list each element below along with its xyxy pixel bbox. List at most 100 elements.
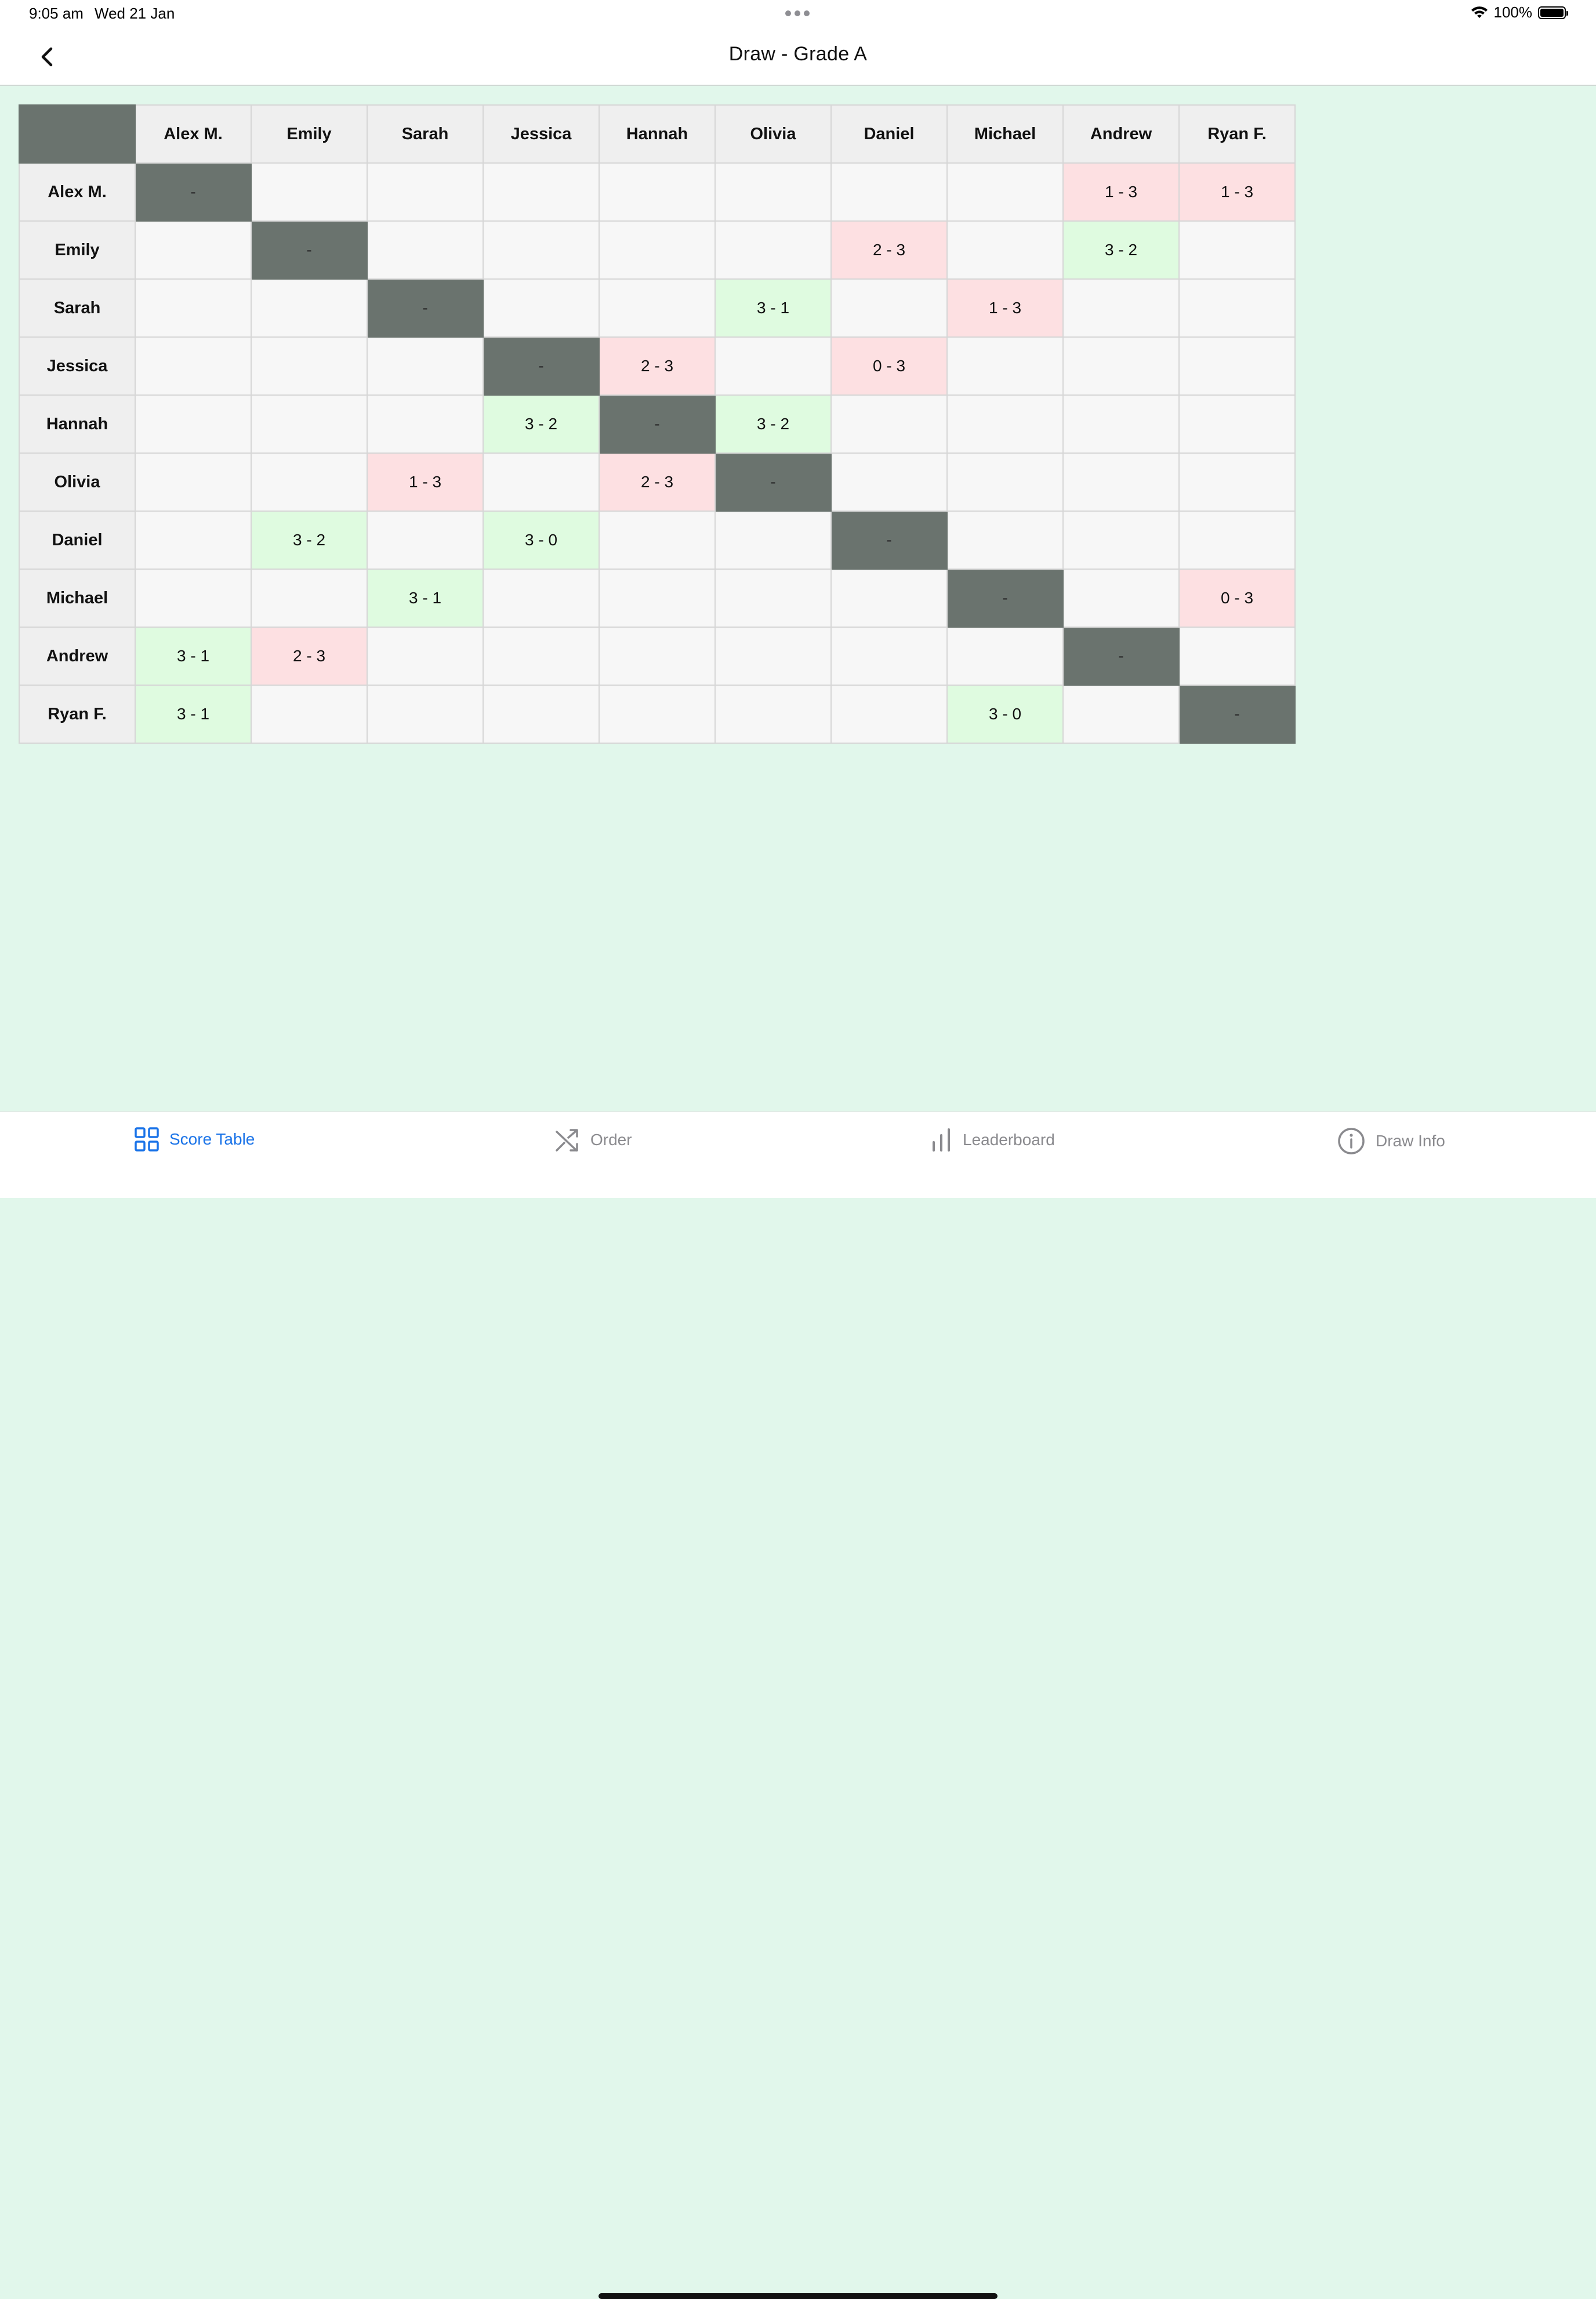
score-cell[interactable] bbox=[946, 336, 1064, 396]
score-cell[interactable] bbox=[598, 685, 716, 744]
score-cell[interactable] bbox=[135, 394, 252, 454]
score-cell[interactable] bbox=[1062, 452, 1180, 512]
tab-leaderboard[interactable]: Leaderboard bbox=[930, 1127, 1055, 1153]
score-cell[interactable] bbox=[483, 278, 600, 338]
score-cell[interactable] bbox=[598, 162, 716, 222]
score-cell[interactable] bbox=[251, 394, 368, 454]
score-cell[interactable] bbox=[1062, 336, 1180, 396]
score-cell[interactable] bbox=[251, 278, 368, 338]
score-cell[interactable]: 3 - 1 bbox=[135, 685, 252, 744]
score-cell[interactable]: 3 - 2 bbox=[1062, 220, 1180, 280]
score-table: Alex M. Emily Sarah Jessica Hannah Olivi… bbox=[19, 104, 1296, 744]
score-cell[interactable] bbox=[1062, 394, 1180, 454]
score-cell[interactable]: 0 - 3 bbox=[830, 336, 948, 396]
score-cell[interactable] bbox=[1178, 394, 1296, 454]
score-cell[interactable] bbox=[251, 569, 368, 628]
score-cell[interactable] bbox=[830, 394, 948, 454]
score-cell[interactable]: 1 - 3 bbox=[1178, 162, 1296, 222]
score-cell[interactable] bbox=[946, 220, 1064, 280]
tab-order[interactable]: Order bbox=[554, 1127, 632, 1153]
score-cell[interactable] bbox=[251, 452, 368, 512]
score-cell[interactable]: 3 - 2 bbox=[251, 511, 368, 570]
score-cell[interactable]: 3 - 0 bbox=[946, 685, 1064, 744]
score-cell[interactable] bbox=[135, 336, 252, 396]
score-cell[interactable] bbox=[483, 569, 600, 628]
score-cell[interactable] bbox=[1178, 336, 1296, 396]
score-cell[interactable] bbox=[251, 162, 368, 222]
score-cell[interactable]: 2 - 3 bbox=[598, 336, 716, 396]
score-cell[interactable]: 0 - 3 bbox=[1178, 569, 1296, 628]
score-cell[interactable] bbox=[1178, 627, 1296, 686]
score-cell[interactable] bbox=[830, 569, 948, 628]
score-cell[interactable] bbox=[367, 685, 484, 744]
score-cell[interactable] bbox=[598, 569, 716, 628]
score-cell[interactable] bbox=[1178, 220, 1296, 280]
score-cell[interactable]: 3 - 0 bbox=[483, 511, 600, 570]
score-cell[interactable]: 3 - 1 bbox=[714, 278, 832, 338]
score-cell[interactable] bbox=[1062, 569, 1180, 628]
score-cell[interactable] bbox=[946, 627, 1064, 686]
score-cell[interactable] bbox=[830, 452, 948, 512]
tab-draw-info[interactable]: Draw Info bbox=[1337, 1127, 1445, 1155]
score-cell[interactable]: 2 - 3 bbox=[830, 220, 948, 280]
score-cell[interactable] bbox=[483, 220, 600, 280]
score-cell[interactable]: 3 - 1 bbox=[367, 569, 484, 628]
score-cell[interactable]: 2 - 3 bbox=[251, 627, 368, 686]
score-cell[interactable]: 3 - 1 bbox=[135, 627, 252, 686]
column-header: Sarah bbox=[367, 104, 484, 164]
score-cell[interactable] bbox=[483, 685, 600, 744]
score-cell[interactable] bbox=[251, 336, 368, 396]
score-cell[interactable] bbox=[714, 569, 832, 628]
score-cell[interactable] bbox=[946, 162, 1064, 222]
score-cell[interactable] bbox=[714, 511, 832, 570]
score-cell[interactable] bbox=[135, 452, 252, 512]
score-cell[interactable] bbox=[714, 627, 832, 686]
score-cell[interactable]: 1 - 3 bbox=[367, 452, 484, 512]
score-cell[interactable] bbox=[946, 452, 1064, 512]
score-cell[interactable]: 1 - 3 bbox=[1062, 162, 1180, 222]
diagonal-cell: - bbox=[1178, 685, 1296, 744]
score-cell[interactable] bbox=[598, 627, 716, 686]
score-cell[interactable] bbox=[367, 627, 484, 686]
score-cell[interactable] bbox=[1062, 278, 1180, 338]
score-cell[interactable] bbox=[135, 220, 252, 280]
score-cell[interactable]: 3 - 2 bbox=[483, 394, 600, 454]
score-cell[interactable] bbox=[367, 220, 484, 280]
score-cell[interactable] bbox=[714, 220, 832, 280]
score-cell[interactable] bbox=[830, 278, 948, 338]
multitasking-dots-icon[interactable] bbox=[785, 10, 810, 16]
tab-score-table[interactable]: Score Table bbox=[135, 1127, 255, 1152]
score-cell[interactable]: 1 - 3 bbox=[946, 278, 1064, 338]
score-cell[interactable] bbox=[251, 685, 368, 744]
score-cell[interactable] bbox=[1062, 685, 1180, 744]
score-cell[interactable] bbox=[598, 220, 716, 280]
score-cell[interactable] bbox=[714, 685, 832, 744]
score-cell[interactable] bbox=[1178, 278, 1296, 338]
score-cell[interactable]: 2 - 3 bbox=[598, 452, 716, 512]
score-cell[interactable] bbox=[830, 627, 948, 686]
score-cell[interactable] bbox=[1178, 511, 1296, 570]
score-cell[interactable] bbox=[135, 569, 252, 628]
score-cell[interactable] bbox=[714, 162, 832, 222]
back-button[interactable] bbox=[32, 41, 65, 73]
score-cell[interactable] bbox=[367, 511, 484, 570]
home-indicator[interactable] bbox=[598, 2293, 998, 2299]
score-cell[interactable] bbox=[483, 162, 600, 222]
score-cell[interactable] bbox=[714, 336, 832, 396]
score-cell[interactable] bbox=[135, 511, 252, 570]
score-cell[interactable] bbox=[367, 394, 484, 454]
score-cell[interactable] bbox=[1062, 511, 1180, 570]
score-cell[interactable] bbox=[830, 162, 948, 222]
score-cell[interactable] bbox=[483, 452, 600, 512]
score-cell[interactable] bbox=[135, 278, 252, 338]
score-cell[interactable]: 3 - 2 bbox=[714, 394, 832, 454]
score-cell[interactable] bbox=[946, 394, 1064, 454]
score-cell[interactable] bbox=[367, 162, 484, 222]
score-cell[interactable] bbox=[598, 278, 716, 338]
score-cell[interactable] bbox=[483, 627, 600, 686]
score-cell[interactable] bbox=[830, 685, 948, 744]
score-cell[interactable] bbox=[1178, 452, 1296, 512]
score-cell[interactable] bbox=[946, 511, 1064, 570]
score-cell[interactable] bbox=[598, 511, 716, 570]
score-cell[interactable] bbox=[367, 336, 484, 396]
